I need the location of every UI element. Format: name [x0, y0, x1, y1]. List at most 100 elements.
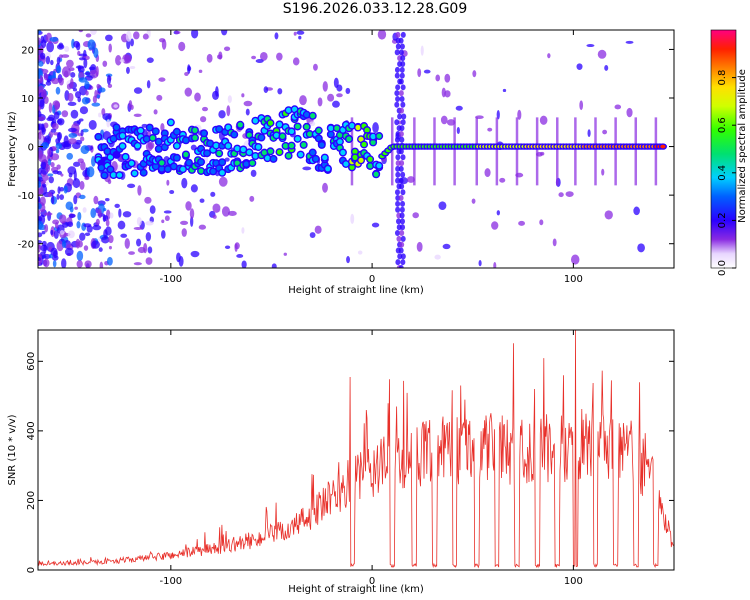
noise-blob: [576, 63, 583, 70]
noise-blob: [127, 183, 136, 189]
noise-blob: [38, 232, 43, 238]
noise-blob: [540, 151, 545, 156]
signal-blob: [364, 127, 370, 133]
noise-blob: [96, 83, 101, 89]
streak-blob: [400, 235, 406, 242]
noise-blob: [178, 41, 186, 52]
noise-blob: [102, 60, 108, 67]
noise-blob: [105, 34, 113, 42]
signal-blob: [198, 159, 204, 165]
noise-blob: [539, 115, 548, 125]
streak-blob: [400, 224, 406, 231]
noise-blob: [75, 139, 83, 145]
noise-blob: [223, 46, 231, 52]
noise-blob: [93, 195, 99, 205]
noise-blob: [38, 239, 43, 244]
signal-blob: [213, 142, 219, 149]
streak-blob: [400, 119, 406, 126]
noise-blob: [296, 30, 305, 35]
noise-blob: [55, 148, 60, 154]
noise-blob: [58, 42, 64, 49]
signal-blob: [234, 145, 240, 152]
noise-blob: [73, 40, 80, 48]
noise-blob: [194, 92, 201, 102]
noise-blob: [189, 208, 195, 219]
noise-blob: [68, 213, 76, 218]
streak-blob: [398, 37, 404, 44]
noise-blob: [78, 53, 88, 57]
noise-blob: [48, 102, 53, 113]
noise-blob: [435, 74, 441, 82]
noise-blob: [210, 191, 216, 197]
y-tick-label: 20: [21, 45, 34, 56]
signal-blob: [174, 155, 180, 161]
noise-blob: [442, 243, 451, 250]
noise-blob: [206, 53, 213, 63]
colorbar-tick-label: 0.4: [717, 165, 728, 181]
signal-blob: [304, 124, 310, 130]
noise-blob: [106, 119, 111, 128]
noise-blob: [298, 35, 302, 40]
noise-blob: [59, 54, 63, 59]
noise-blob: [102, 215, 107, 222]
noise-blob: [372, 122, 379, 134]
noise-blob: [106, 74, 111, 85]
noise-blob: [42, 174, 49, 181]
noise-blob: [59, 194, 65, 200]
noise-blob: [144, 196, 152, 204]
signal-blob: [98, 165, 104, 171]
noise-blob: [123, 54, 132, 64]
signal-blob: [367, 163, 373, 169]
noise-blob: [602, 129, 608, 135]
noise-blob: [49, 40, 53, 44]
noise-blob: [77, 158, 84, 164]
signal-blob: [113, 124, 120, 130]
noise-blob: [332, 100, 340, 108]
noise-blob: [292, 57, 300, 66]
spectrogram-content: [38, 30, 667, 268]
noise-blob: [133, 262, 142, 266]
noise-blob: [539, 219, 544, 226]
noise-blob: [119, 59, 126, 63]
noise-blob: [55, 86, 61, 95]
noise-blob: [517, 109, 522, 120]
noise-blob: [57, 132, 61, 143]
signal-blob: [310, 149, 316, 156]
signal-blob: [295, 123, 301, 130]
noise-blob: [108, 234, 114, 244]
streak-blob: [394, 119, 400, 126]
noise-blob: [38, 209, 41, 217]
signal-blob: [141, 170, 147, 176]
signal-blob: [258, 134, 265, 141]
signal-blob: [183, 151, 189, 158]
noise-blob: [234, 242, 240, 250]
signal-blob: [273, 132, 280, 138]
noise-blob: [98, 247, 103, 252]
noise-blob: [236, 254, 244, 258]
noise-blob: [41, 230, 46, 235]
noise-blob: [136, 238, 142, 247]
noise-blob: [293, 31, 297, 36]
x-tick-label: 0: [369, 576, 375, 587]
noise-blob: [586, 44, 595, 48]
noise-blob: [163, 210, 172, 214]
noise-blob: [227, 95, 232, 103]
noise-blob: [133, 87, 143, 94]
streak-blob: [399, 206, 405, 213]
noise-blob: [81, 128, 89, 133]
noise-blob: [487, 127, 493, 132]
noise-blob: [277, 88, 283, 95]
noise-blob: [263, 86, 269, 94]
signal-blob: [225, 124, 231, 130]
noise-blob: [72, 178, 81, 189]
signal-blob: [171, 163, 177, 170]
noise-blob: [38, 72, 41, 79]
signal-blob: [282, 143, 289, 149]
signal-blob: [204, 150, 210, 156]
signal-blob: [358, 136, 364, 142]
signal-blob: [285, 153, 292, 159]
noise-blob: [146, 80, 151, 89]
noise-blob: [120, 233, 128, 238]
y-tick-label: -20: [18, 240, 34, 251]
y-tick-label: -10: [18, 191, 34, 202]
